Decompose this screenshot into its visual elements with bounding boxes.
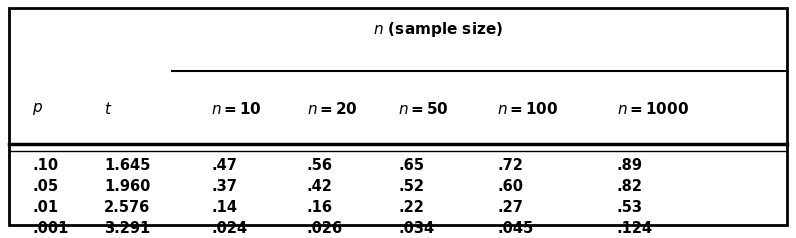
Text: .82: .82 [617, 179, 642, 194]
Text: .034: .034 [398, 221, 434, 236]
Text: .56: .56 [306, 158, 333, 173]
Text: .65: .65 [398, 158, 424, 173]
Text: .16: .16 [306, 200, 333, 215]
Text: $\mathbf{\mathit{n}=10}$: $\mathbf{\mathit{n}=10}$ [211, 101, 262, 117]
Text: 1.645: 1.645 [104, 158, 150, 173]
Text: $\mathbf{\mathit{n}=1000}$: $\mathbf{\mathit{n}=1000}$ [617, 101, 689, 117]
Text: .53: .53 [617, 200, 642, 215]
Text: $\mathbf{\mathit{n}}$ (sample size): $\mathbf{\mathit{n}}$ (sample size) [373, 20, 503, 40]
Text: 3.291: 3.291 [104, 221, 150, 236]
Text: .124: .124 [617, 221, 653, 236]
Text: .05: .05 [33, 179, 59, 194]
Text: .52: .52 [398, 179, 424, 194]
Text: .60: .60 [498, 179, 523, 194]
Text: .37: .37 [211, 179, 237, 194]
Text: .89: .89 [617, 158, 642, 173]
Text: .42: .42 [306, 179, 333, 194]
Text: $\mathbf{\mathit{n}=50}$: $\mathbf{\mathit{n}=50}$ [398, 101, 449, 117]
Text: .10: .10 [33, 158, 59, 173]
Text: .01: .01 [33, 200, 59, 215]
Text: $\mathbf{\mathit{n}=100}$: $\mathbf{\mathit{n}=100}$ [498, 101, 559, 117]
Text: 2.576: 2.576 [104, 200, 150, 215]
Text: 1.960: 1.960 [104, 179, 150, 194]
Text: .045: .045 [498, 221, 533, 236]
Text: .22: .22 [398, 200, 424, 215]
Text: .024: .024 [211, 221, 248, 236]
Text: $\mathbf{\mathit{p}}$: $\mathbf{\mathit{p}}$ [33, 101, 44, 117]
Text: .47: .47 [211, 158, 237, 173]
Text: $\mathbf{\mathit{n}=20}$: $\mathbf{\mathit{n}=20}$ [306, 101, 357, 117]
Text: .14: .14 [211, 200, 237, 215]
Text: .72: .72 [498, 158, 523, 173]
Text: .026: .026 [306, 221, 343, 236]
Text: .27: .27 [498, 200, 523, 215]
Text: .001: .001 [33, 221, 68, 236]
Text: $\mathbf{\mathit{t}}$: $\mathbf{\mathit{t}}$ [104, 101, 112, 117]
